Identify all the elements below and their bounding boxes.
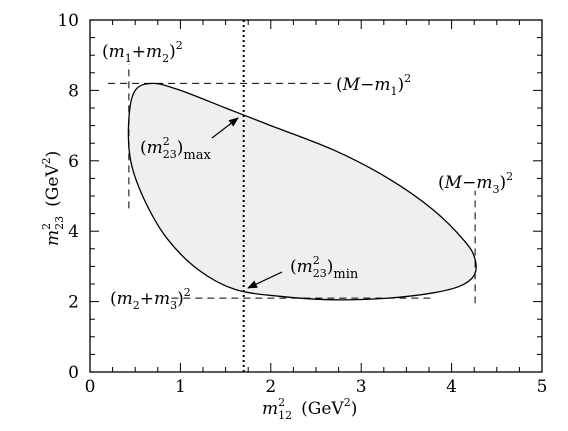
max-arrow [211,117,239,139]
dalitz-allowed-region [127,82,477,301]
y-tick-label-2: 2 [68,293,79,313]
label-m1-plus-m2-squared: (m1+m2)2 [102,39,183,65]
x-tick-label-1: 1 [175,377,186,397]
min-arrow [247,271,283,289]
y-tick-label-10: 10 [57,11,79,31]
x-tick-label-0: 0 [85,377,96,397]
axis-ticks [89,19,543,373]
x-axis-label: m2 12 (GeV2) [262,396,357,422]
y-tick-label-6: 6 [68,152,79,172]
label-m2-plus-m3-squared: (m2+m3)2 [110,286,191,312]
x-tick-label-4: 4 [446,377,457,397]
y-tick-label-4: 4 [68,222,79,242]
x-tick-label-2: 2 [265,377,276,397]
label-m23-squared-max: (m2 23)max [140,135,211,163]
label-M-minus-m3-squared: (M−m3)2 [438,170,513,196]
label-M-minus-m1-squared: (M−m1)2 [336,72,411,98]
label-m23-squared-min: (m2 23)min [290,254,359,282]
x-tick-label-5: 5 [537,377,548,397]
x-tick-label-3: 3 [356,377,367,397]
y-tick-label-0: 0 [68,363,79,383]
y-tick-label-8: 8 [68,81,79,101]
y-axis-label: m223(GeV2) [40,151,66,246]
